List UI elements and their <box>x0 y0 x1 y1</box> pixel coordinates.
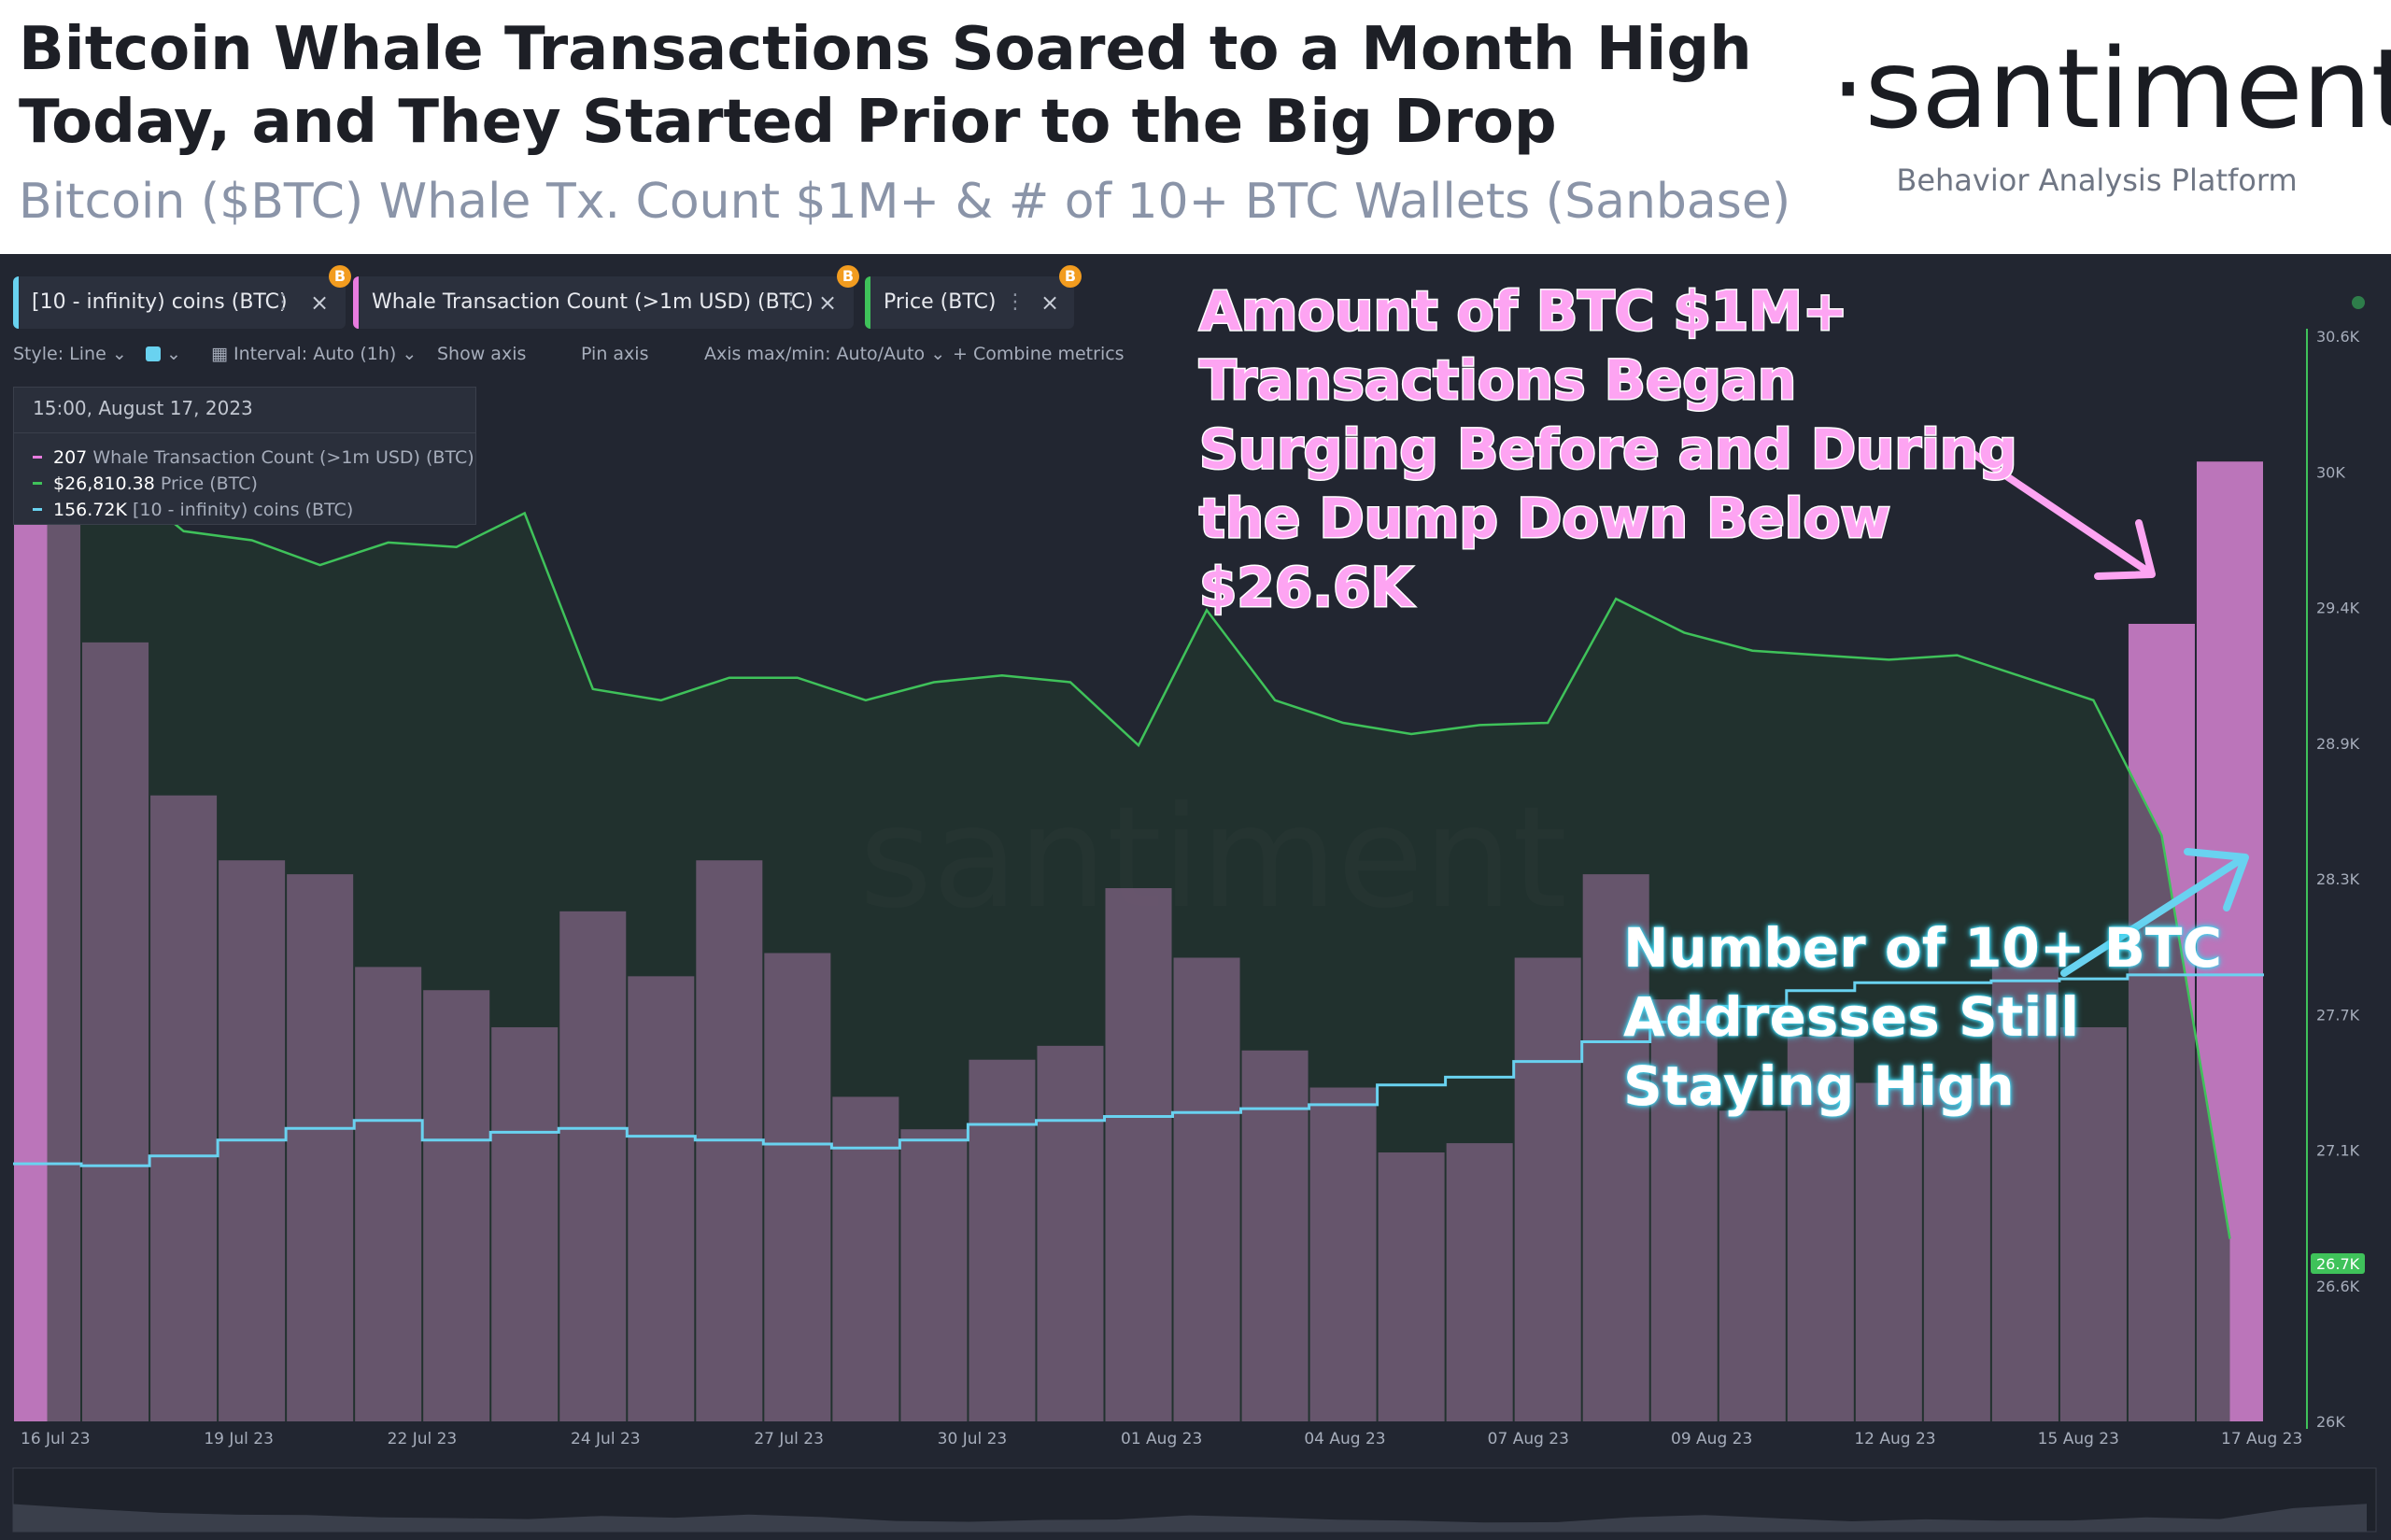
show-axis-toggle[interactable]: Show axis <box>437 344 526 364</box>
x-tick-label: 15 Aug 23 <box>2038 1430 2119 1448</box>
status-dot-icon <box>2352 296 2365 309</box>
x-tick-label: 17 Aug 23 <box>2221 1430 2302 1448</box>
tab-price[interactable]: Price (BTC) ⋮ × B <box>865 265 1082 329</box>
y-tick-label: 30.6K <box>2316 328 2360 346</box>
y-tick-label: 26.6K <box>2316 1278 2360 1295</box>
tooltip-date: 15:00, August 17, 2023 <box>33 397 253 419</box>
x-tick-label: 19 Jul 23 <box>204 1430 274 1448</box>
chart-panel: santiment 30.6K30K29.4K28.9K28.3K27.7K27… <box>0 254 2391 1540</box>
close-icon[interactable]: × <box>818 290 838 316</box>
interval-label: Interval: Auto (1h) <box>233 344 397 364</box>
pin-axis-label: Pin axis <box>581 344 649 364</box>
more-icon[interactable]: ⋮ <box>273 290 293 314</box>
bitcoin-badge-icon: B <box>329 265 351 288</box>
arrow-cyan-head <box>2184 848 2249 911</box>
tab-label: [10 - infinity) coins (BTC) <box>32 290 288 314</box>
chevron-down-icon: ⌄ <box>166 344 181 364</box>
y-tick-label: 30K <box>2316 463 2345 481</box>
tab-label: Whale Transaction Count (>1m USD) (BTC) <box>372 290 814 314</box>
combine-metrics-button[interactable]: + Combine metrics <box>953 344 1125 364</box>
tab-label: Price (BTC) <box>884 290 997 314</box>
chart-canvas: 30.6K 30K 29.4K 28.9K 28.3K 27.7K 27.1K 26.6K 26… <box>12 296 2377 1533</box>
tab-color-bar <box>353 276 359 329</box>
more-icon[interactable]: ⋮ <box>1005 290 1026 314</box>
brand: ·santiment· Behavior Analysis Platform <box>1831 24 2391 198</box>
pin-axis-toggle[interactable]: Pin axis <box>581 344 648 364</box>
y-tick-label: 27.1K <box>2316 1142 2360 1160</box>
axis-minmax-label: Axis max/min: Auto/Auto <box>704 344 926 364</box>
plus-icon: + <box>953 344 968 364</box>
arrow-pink-shaft <box>1967 448 2152 575</box>
tab-holders[interactable]: [10 - infinity) coins (BTC) ⋮ × B <box>13 265 351 329</box>
tooltip-value: 207 <box>53 447 88 468</box>
axis-minmax-dropdown[interactable]: Axis max/min: Auto/Auto ⌄ <box>704 344 945 364</box>
x-tick-label: 24 Jul 23 <box>571 1430 641 1448</box>
bitcoin-badge-icon: B <box>837 265 859 288</box>
x-tick-label: 01 Aug 23 <box>1121 1430 1202 1448</box>
arrow-pink-head <box>2094 519 2156 580</box>
x-tick-label: 30 Jul 23 <box>938 1430 1008 1448</box>
x-tick-label: 09 Aug 23 <box>1671 1430 1752 1448</box>
color-swatch <box>146 346 161 361</box>
y-tick-label: 28.9K <box>2316 735 2360 753</box>
price-badge-label: 26.7K <box>2316 1255 2360 1273</box>
series-marker <box>33 456 42 459</box>
close-icon[interactable]: × <box>310 290 330 316</box>
tooltip-value: 156.72K <box>53 500 127 520</box>
chevron-down-icon: ⌄ <box>930 344 946 364</box>
close-icon[interactable]: × <box>1040 290 1060 316</box>
tooltip-value: $26,810.38 <box>53 473 155 494</box>
holders-line <box>13 973 2264 1167</box>
price-line <box>47 453 2231 1239</box>
tooltip-row-whale: 207 Whale Transaction Count (>1m USD) (B… <box>33 447 474 468</box>
x-tick-label: 04 Aug 23 <box>1304 1430 1385 1448</box>
y-tick-label: 28.3K <box>2316 870 2360 888</box>
annotation-holders-high: Number of 10+ BTC Addresses Still Stayin… <box>1623 916 2223 1118</box>
santiment-logo: ·santiment· <box>1831 24 2391 153</box>
interval-dropdown[interactable]: ▦ Interval: Auto (1h) ⌄ <box>211 344 417 364</box>
style-dropdown[interactable]: Style: Line ⌄ <box>13 344 127 364</box>
price-area <box>47 454 2230 1421</box>
y-tick-label: 26K <box>2316 1413 2345 1431</box>
page-subtitle: Bitcoin ($BTC) Whale Tx. Count $1M+ & # … <box>19 174 1791 230</box>
style-label: Style: Line <box>13 344 106 364</box>
brand-tagline: Behavior Analysis Platform <box>1896 162 2298 198</box>
x-tick-label: 16 Jul 23 <box>21 1430 91 1448</box>
x-tick-label: 22 Jul 23 <box>388 1430 458 1448</box>
navigator-area <box>13 1504 2367 1532</box>
y-tick-label: 27.7K <box>2316 1006 2360 1024</box>
combine-label: Combine metrics <box>972 344 1125 364</box>
tooltip-label: Whale Transaction Count (>1m USD) (BTC) <box>92 447 474 468</box>
x-tick-label: 07 Aug 23 <box>1488 1430 1569 1448</box>
series-marker <box>33 482 42 485</box>
color-picker[interactable]: ⌄ <box>146 344 181 364</box>
y-tick-label: 29.4K <box>2316 600 2360 617</box>
chevron-down-icon: ⌄ <box>111 344 127 364</box>
tooltip-row-holders: 156.72K [10 - infinity) coins (BTC) <box>33 500 353 520</box>
more-icon[interactable]: ⋮ <box>781 290 801 314</box>
annotation-whale-surge: Amount of BTC $1M+ Transactions Began Su… <box>1198 278 2019 621</box>
tooltip-label: Price (BTC) <box>160 473 258 494</box>
tooltip: 15:00, August 17, 2023 207 Whale Transac… <box>13 387 476 525</box>
x-tick-label: 27 Jul 23 <box>754 1430 824 1448</box>
header: Bitcoin Whale Transactions Soared to a M… <box>0 0 2391 254</box>
page-title: Bitcoin Whale Transactions Soared to a M… <box>19 15 1752 157</box>
tab-color-bar <box>865 276 870 329</box>
tab-whale-count[interactable]: Whale Transaction Count (>1m USD) (BTC) … <box>353 265 859 329</box>
price-badge <box>2311 1253 2365 1274</box>
x-tick-label: 12 Aug 23 <box>1854 1430 1935 1448</box>
series-marker <box>33 508 42 511</box>
chevron-down-icon: ⌄ <box>402 344 417 364</box>
tab-color-bar <box>13 276 19 329</box>
calendar-icon: ▦ <box>211 344 228 364</box>
show-axis-label: Show axis <box>437 344 527 364</box>
tooltip-label: [10 - infinity) coins (BTC) <box>133 500 354 520</box>
tooltip-row-price: $26,810.38 Price (BTC) <box>33 473 258 494</box>
arrow-cyan-shaft <box>2060 855 2245 977</box>
tooltip-divider <box>14 432 475 433</box>
bitcoin-badge-icon: B <box>1059 265 1082 288</box>
